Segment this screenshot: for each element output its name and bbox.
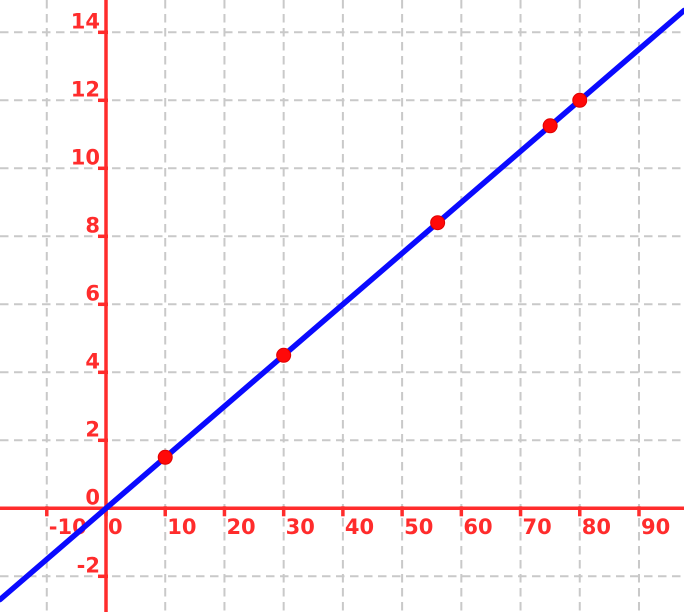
y-tick-label: 10 <box>71 145 100 169</box>
data-point <box>276 347 292 363</box>
x-tick-label: 50 <box>404 515 433 539</box>
data-point <box>430 215 446 231</box>
data-point <box>572 92 588 108</box>
x-tick-label: 0 <box>108 515 123 539</box>
x-tick-label: 40 <box>345 515 374 539</box>
x-tick-label: 90 <box>641 515 670 539</box>
x-tick-label: 30 <box>286 515 315 539</box>
y-tick-label: 4 <box>85 349 100 373</box>
y-tick-label: 14 <box>71 9 100 33</box>
x-tick-label: 60 <box>463 515 492 539</box>
y-tick-label: -2 <box>77 553 100 577</box>
x-tick-label: 70 <box>523 515 552 539</box>
y-tick-label: 12 <box>71 77 100 101</box>
y-tick-label: 8 <box>85 213 100 237</box>
x-tick-label: 20 <box>226 515 255 539</box>
data-point <box>157 449 173 465</box>
x-tick-label: 10 <box>167 515 196 539</box>
data-point <box>542 118 558 134</box>
x-tick-label: 80 <box>582 515 611 539</box>
y-tick-label: 6 <box>85 281 100 305</box>
y-tick-label: 2 <box>85 417 100 441</box>
y-tick-label: 0 <box>85 485 100 509</box>
fit-line <box>0 7 684 603</box>
